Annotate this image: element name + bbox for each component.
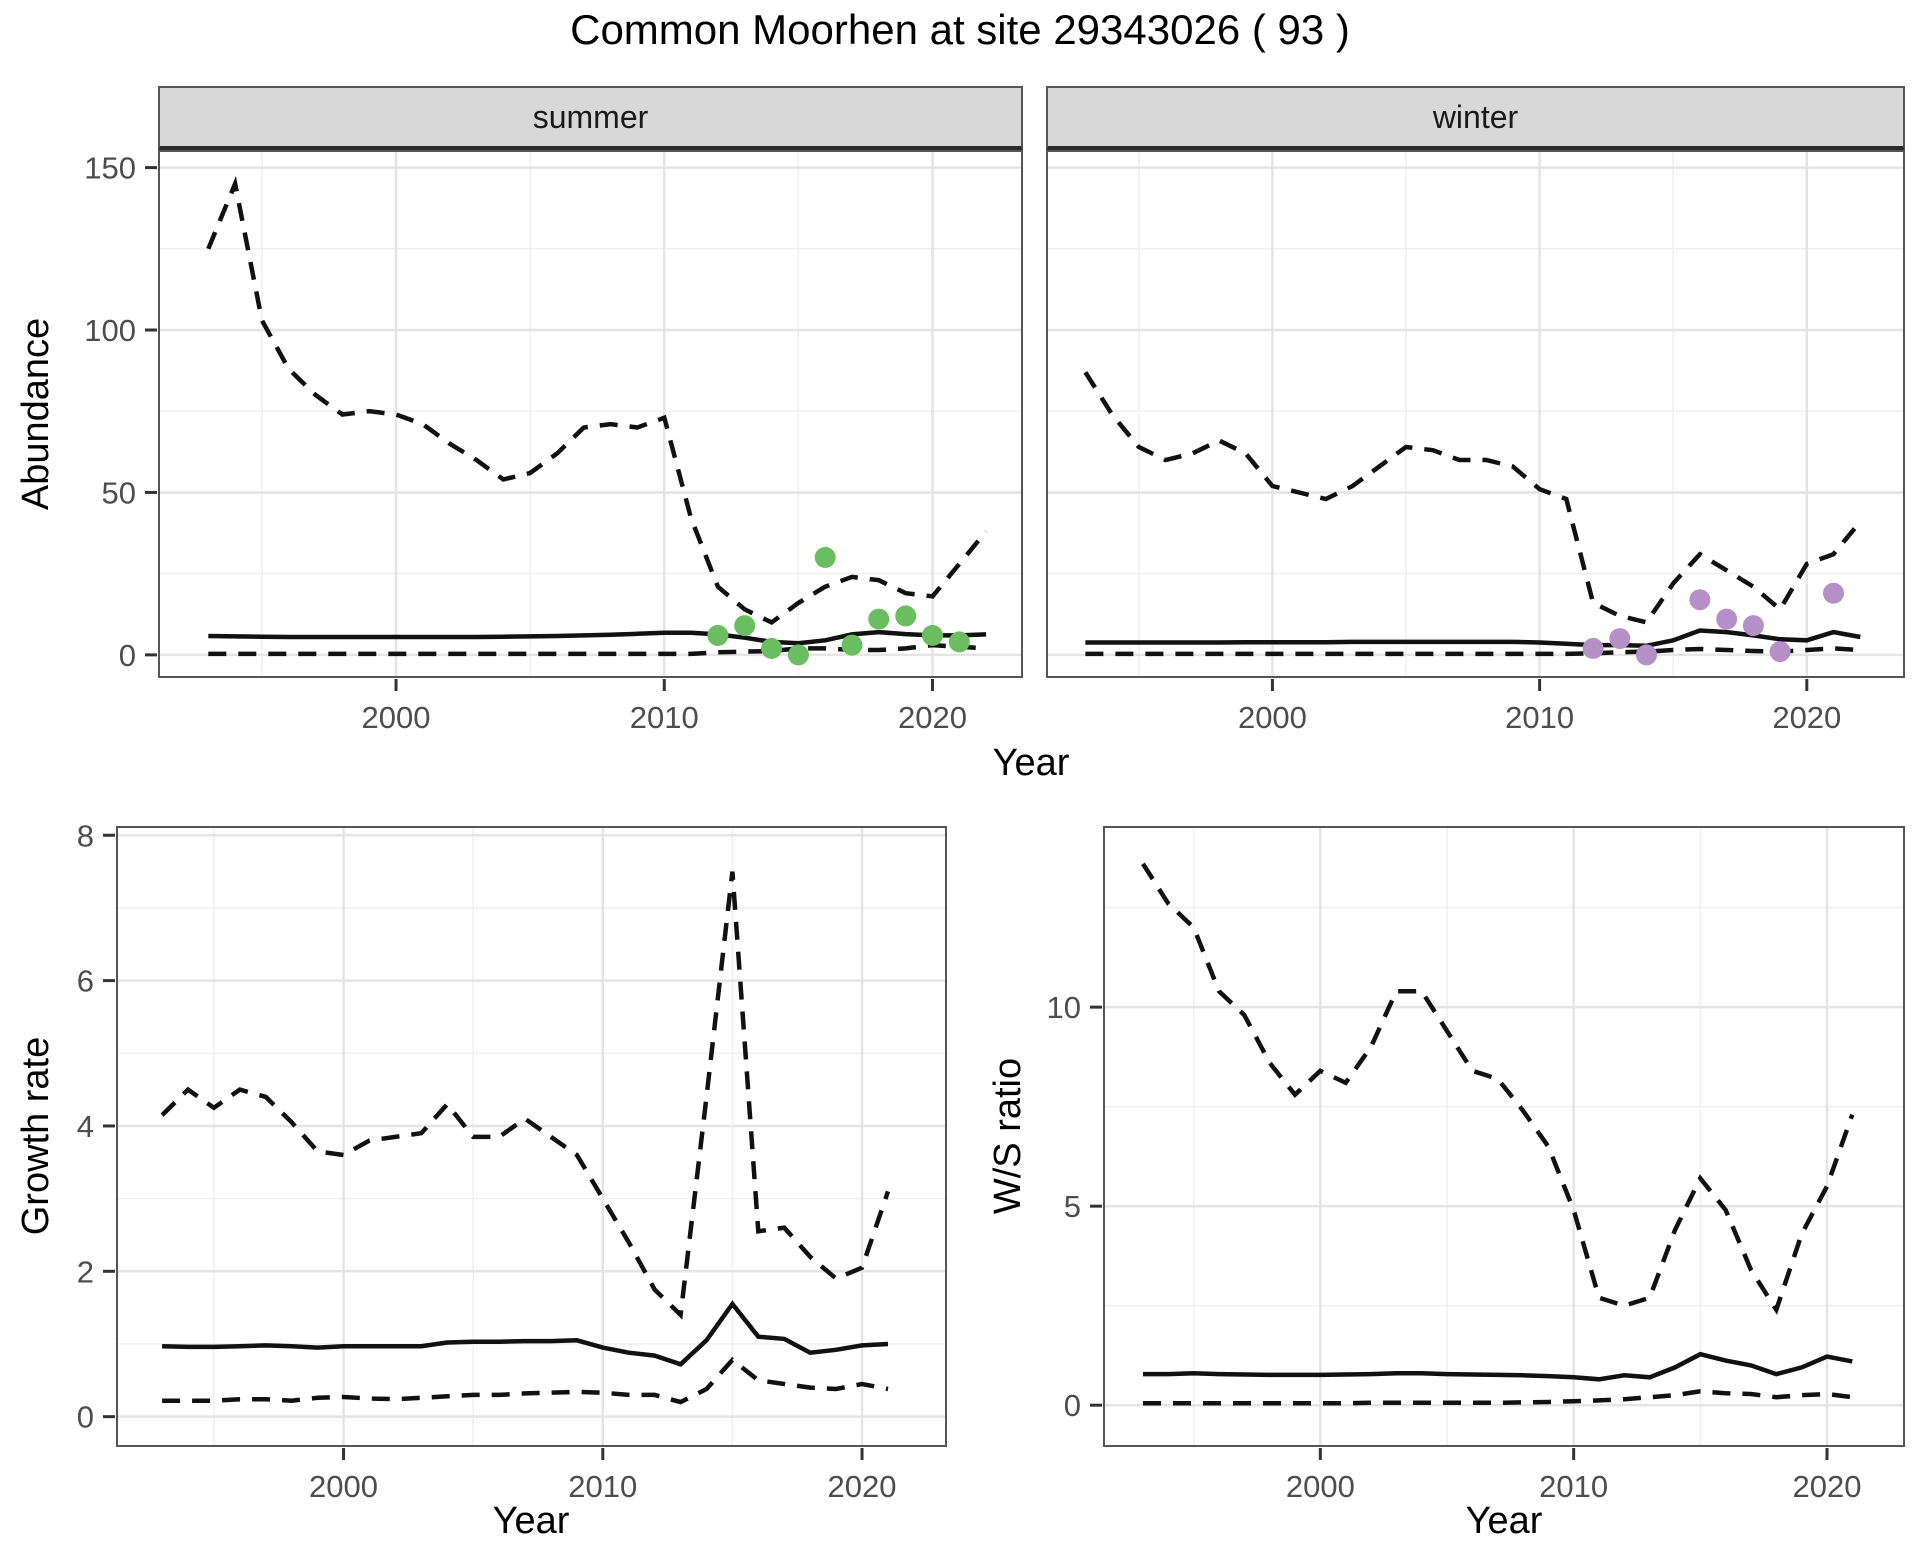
abundance_winter-point: [1742, 615, 1764, 637]
facet-strip-winter: winter: [1046, 86, 1905, 152]
ws_ratio-upper_95ci-line: [1141, 862, 1855, 1315]
abundance_summer-point: [948, 631, 970, 653]
panel-group-abundance_summer: 0 50 100 150 2000 2010 2020: [84, 151, 1021, 735]
ws_ratio-tick-label: 10: [1047, 990, 1081, 1025]
facet-strip-summer: summer: [158, 86, 1023, 152]
growth_rate-tick-label: 8: [77, 818, 94, 853]
growth_rate-tick-label: 2010: [568, 1469, 637, 1504]
abundance_summer-upper_95ci-line: [206, 176, 988, 626]
abundance_summer-tick-label: 0: [119, 638, 136, 673]
top-year-axis-title: Year: [992, 742, 1070, 784]
growth_rate-lower_95ci-line: [162, 1356, 889, 1405]
abundance_summer-tick-label: 2020: [898, 700, 967, 735]
growth_rate-tick-label: 2000: [309, 1469, 378, 1504]
abundance_winter-tick-label: 2000: [1238, 700, 1307, 735]
abundance_winter-median-line: [1085, 628, 1861, 649]
ws_ratio-tick-label: 0: [1064, 1388, 1081, 1423]
ws_ratio-tick-label: 2020: [1793, 1469, 1862, 1504]
abundance_winter-gridlines: [1048, 152, 1903, 676]
abundance_winter-axis-ticks: 2000 2010 2020: [1238, 679, 1841, 735]
ws-year-axis-title: Year: [1465, 1500, 1543, 1542]
ws_ratio-median-line: [1143, 1351, 1853, 1382]
panel-group-growth_rate: 0 2 4 6 8 2000 2010 2020: [77, 818, 945, 1504]
panel-abundance-summer: [158, 150, 1023, 678]
abundance_summer-point: [868, 608, 890, 630]
abundance_winter-tick-label: 2020: [1772, 700, 1841, 735]
abundance_winter-lower_95ci-line: [1085, 646, 1861, 657]
abundance_winter-point: [1689, 589, 1711, 611]
growth_rate-tick-label: 0: [77, 1400, 94, 1435]
abundance_summer-gridlines: [160, 152, 1021, 676]
growth_rate-tick-label: 2020: [828, 1469, 897, 1504]
abundance_summer-tick-label: 2000: [362, 700, 431, 735]
panel-ws-ratio: [1103, 826, 1905, 1447]
growth_rate-upper_95ci-line: [160, 871, 891, 1320]
abundance_summer-median-line: [208, 629, 987, 646]
abundance_summer-point: [814, 546, 836, 568]
abundance_summer-observed_counts: [707, 546, 970, 666]
abundance_winter-point: [1823, 582, 1844, 604]
panel-growth-rate: [116, 826, 947, 1447]
abundance_summer-tick-label: 2010: [630, 700, 699, 735]
growth_rate-tick-label: 6: [77, 964, 94, 999]
abundance_winter-point: [1609, 628, 1631, 650]
ws_ratio-axis-ticks: 0 5 10 2000 2010 2020: [1047, 990, 1862, 1504]
abundance_summer-lower_95ci-line: [208, 642, 987, 657]
abundance_winter-observed_counts: [1582, 582, 1844, 666]
ws_ratio-lower_95ci-line: [1143, 1389, 1853, 1406]
abundance_winter-point: [1582, 637, 1604, 659]
abundance_summer-point: [895, 605, 917, 627]
abundance_winter-point: [1636, 644, 1657, 666]
abundance_summer-point: [761, 637, 783, 659]
ws_ratio-gridlines: [1105, 828, 1903, 1445]
chart-title: Common Moorhen at site 29343026 ( 93 ): [570, 6, 1350, 53]
ws-ratio-axis-title: W/S ratio: [986, 1057, 1029, 1215]
abundance_summer-tick-label: 100: [84, 313, 136, 348]
abundance_winter-tick-label: 2010: [1505, 700, 1574, 735]
abundance-axis-title: Abundance: [14, 317, 57, 511]
ws_ratio-tick-label: 5: [1064, 1189, 1081, 1224]
panel-abundance-winter: [1046, 150, 1905, 678]
growth_rate-median-line: [162, 1300, 889, 1367]
abundance_summer-axis-ticks: 0 50 100 150 2000 2010 2020: [84, 151, 967, 735]
abundance_summer-point: [841, 634, 863, 656]
growth-rate-axis-title: Growth rate: [14, 1036, 57, 1236]
facet-strip-winter-label: winter: [1432, 98, 1519, 135]
growth-year-axis-title: Year: [492, 1500, 570, 1542]
panel-group-ws_ratio: 0 5 10 2000 2010 2020: [1047, 828, 1903, 1504]
growth_rate-axis-ticks: 0 2 4 6 8 2000 2010 2020: [77, 818, 897, 1504]
abundance_winter-point: [1716, 608, 1738, 630]
abundance_summer-point: [922, 624, 943, 646]
abundance_summer-point: [707, 624, 729, 646]
ws_ratio-tick-label: 2000: [1286, 1469, 1355, 1504]
growth_rate-tick-label: 2: [77, 1254, 94, 1289]
abundance_summer-tick-label: 150: [84, 151, 136, 186]
growth_rate-gridlines: [118, 828, 945, 1445]
panel-group-abundance_winter: 2000 2010 2020: [1048, 152, 1903, 735]
ws_ratio-tick-label: 2010: [1539, 1469, 1608, 1504]
facet-strip-summer-label: summer: [532, 98, 649, 135]
abundance_winter-upper_95ci-line: [1083, 371, 1863, 625]
abundance_summer-point: [787, 644, 809, 666]
abundance_summer-point: [734, 615, 756, 637]
growth_rate-tick-label: 4: [77, 1109, 94, 1144]
abundance_summer-tick-label: 50: [102, 475, 136, 510]
abundance_winter-point: [1769, 641, 1791, 663]
